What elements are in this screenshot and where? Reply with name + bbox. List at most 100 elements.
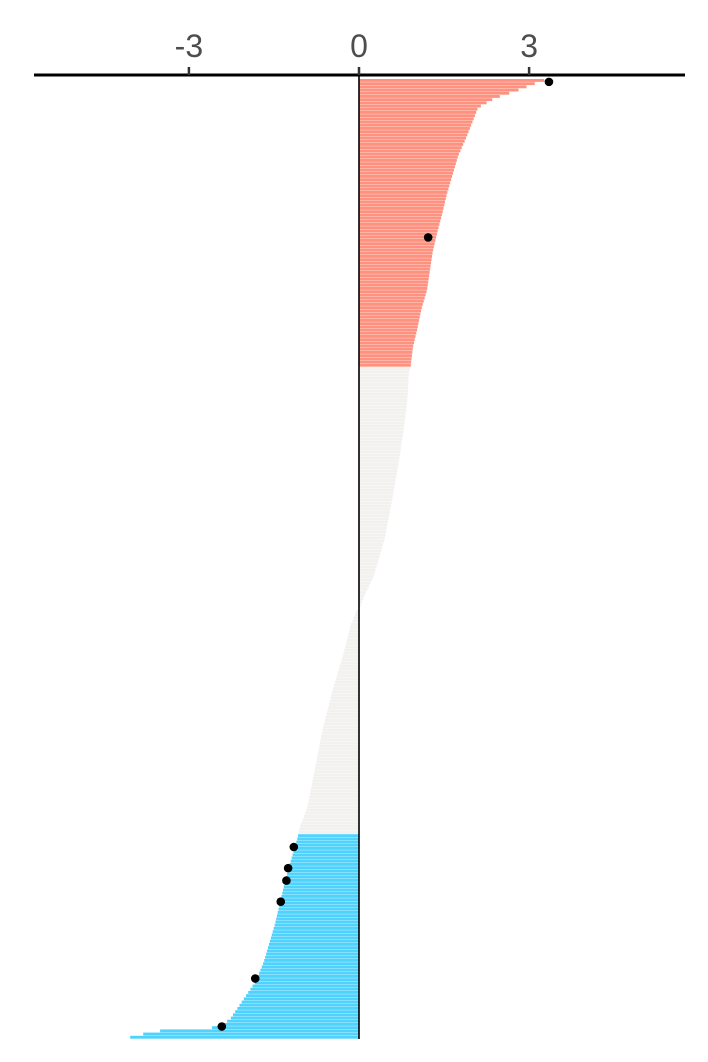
bar (359, 197, 446, 201)
bar (359, 146, 462, 150)
bar (310, 792, 359, 796)
bar (359, 411, 406, 415)
bar (359, 165, 455, 169)
bar (298, 831, 359, 834)
bar (359, 258, 432, 262)
bar (359, 495, 393, 498)
bar (260, 968, 359, 972)
bar (272, 930, 359, 934)
bar (359, 114, 475, 118)
bar (256, 978, 359, 982)
bar (359, 501, 392, 505)
bar (359, 235, 437, 239)
bar (359, 424, 405, 428)
bar (359, 597, 364, 601)
bar (359, 370, 409, 374)
bar (359, 171, 454, 175)
bar (250, 987, 359, 991)
bars-group (130, 79, 545, 1039)
bar (257, 975, 359, 978)
bar (359, 395, 408, 399)
bar (275, 920, 359, 924)
bar (292, 853, 359, 857)
bar (342, 655, 359, 658)
bar (281, 895, 359, 898)
bar (359, 303, 423, 306)
bar (359, 219, 441, 223)
highlight-point (250, 974, 260, 983)
bar (339, 664, 359, 668)
bar (359, 264, 431, 268)
bar (308, 799, 359, 802)
bar (310, 789, 359, 793)
bar (359, 255, 432, 258)
bar (351, 623, 360, 626)
bar (237, 1007, 359, 1010)
bar (359, 360, 412, 364)
bar (359, 399, 408, 402)
bar (359, 299, 424, 303)
highlight-point (289, 842, 299, 852)
bar (359, 431, 404, 434)
bar (266, 952, 359, 956)
bar (359, 581, 371, 585)
bar (359, 232, 437, 236)
bar (324, 719, 359, 722)
bar (359, 79, 545, 82)
bar (341, 658, 359, 662)
bar (265, 955, 359, 959)
bar (359, 85, 527, 89)
bar (130, 1035, 359, 1039)
bar (307, 805, 359, 809)
bar (273, 927, 359, 930)
bar (359, 245, 434, 249)
bar (359, 143, 464, 146)
bar (359, 485, 395, 489)
bar (299, 827, 359, 831)
bar (320, 741, 359, 745)
bar (359, 568, 376, 572)
bar (359, 405, 407, 409)
bar (359, 309, 422, 313)
bar (285, 879, 359, 882)
bar (313, 773, 359, 777)
bar (316, 757, 359, 761)
bar (359, 159, 457, 162)
highlight-point (423, 233, 433, 242)
bar (295, 843, 359, 847)
highlight-point (283, 863, 293, 873)
bar (359, 242, 435, 246)
bar (359, 523, 388, 527)
bar (359, 421, 405, 425)
bar (259, 971, 359, 975)
bar (359, 418, 405, 422)
bar (345, 645, 359, 649)
bar (359, 120, 473, 124)
bar (267, 949, 359, 953)
bar (278, 907, 359, 911)
bar (359, 331, 417, 335)
bar (323, 725, 359, 729)
bar (321, 735, 359, 738)
bar (359, 427, 404, 431)
bar (359, 351, 413, 354)
bar (359, 335, 416, 338)
bar (280, 901, 359, 905)
bar (276, 917, 359, 921)
bar (322, 728, 359, 732)
bar (221, 1023, 359, 1026)
bar (348, 632, 359, 636)
bar (359, 155, 458, 159)
bar (359, 453, 400, 457)
bar (359, 184, 450, 188)
bar (359, 319, 420, 322)
bar (359, 475, 397, 479)
bar (340, 661, 359, 665)
bar (304, 815, 359, 818)
bar (314, 770, 359, 774)
bar (359, 555, 380, 559)
bar (359, 530, 387, 534)
bar (359, 162, 456, 166)
bar (306, 808, 359, 812)
bar (359, 312, 421, 316)
